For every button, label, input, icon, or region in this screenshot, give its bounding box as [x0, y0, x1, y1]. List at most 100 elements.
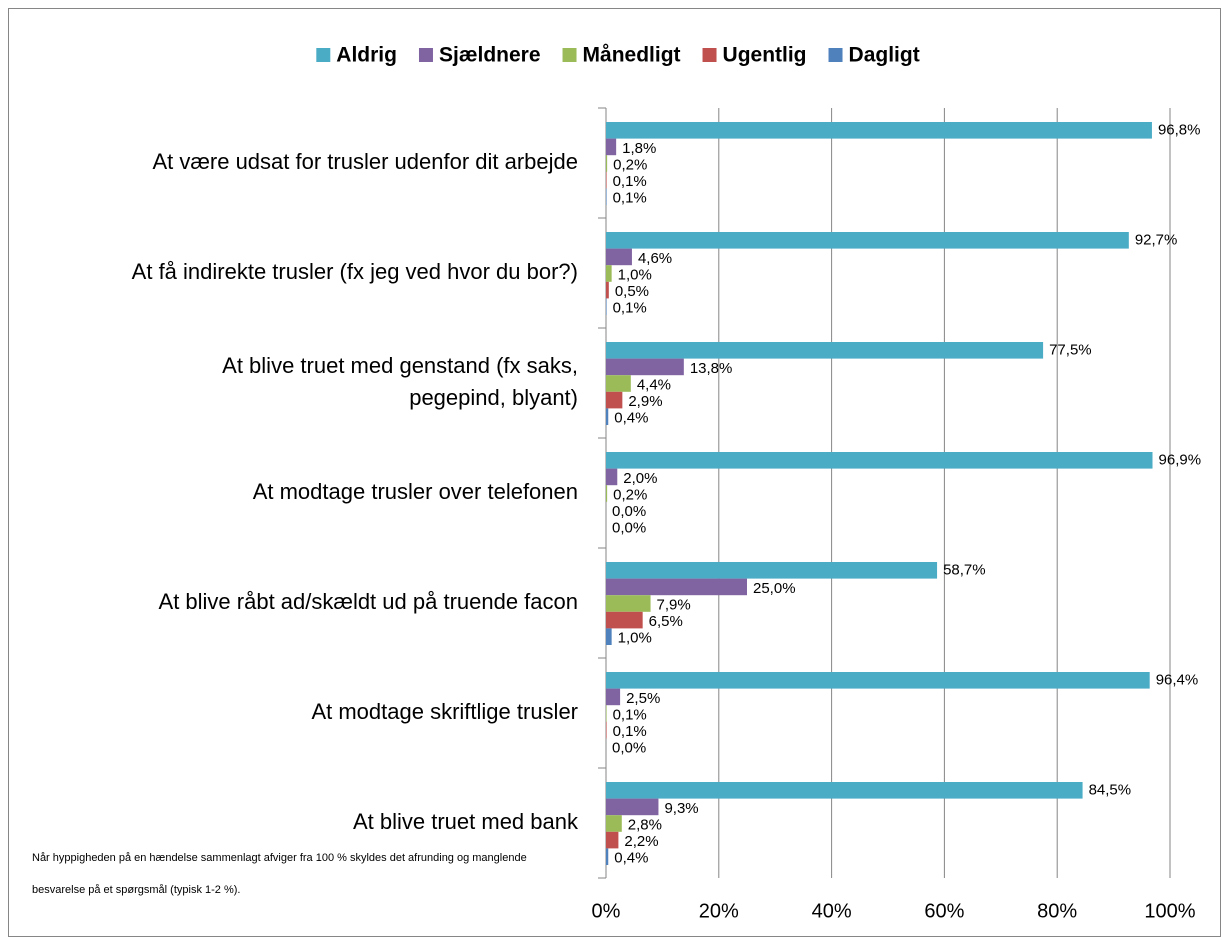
- category-label-line: At være udsat for trusler udenfor dit ar…: [152, 149, 578, 174]
- value-label: 0,0%: [612, 520, 646, 537]
- value-label: 0,1%: [613, 706, 647, 723]
- value-label: 0,4%: [614, 850, 648, 867]
- category-label: At modtage trusler over telefonen: [253, 479, 578, 504]
- bar: [606, 298, 607, 315]
- value-label: 7,9%: [657, 596, 691, 613]
- note-line: besvarelse på et spørgsmål (typisk 1-2 %…: [32, 884, 240, 896]
- bar: [606, 265, 612, 282]
- category-label-line: pegepind, blyant): [409, 385, 578, 410]
- category-label: At blive truet med bank: [353, 809, 579, 834]
- value-label: 2,0%: [623, 470, 657, 487]
- value-label: 13,8%: [690, 360, 733, 377]
- bar: [606, 595, 651, 612]
- value-label: 6,5%: [649, 613, 683, 630]
- x-tick-label: 20%: [699, 900, 739, 922]
- legend-label: Ugentlig: [723, 44, 807, 67]
- bar: [606, 485, 608, 502]
- value-label: 25,0%: [753, 580, 796, 597]
- legend-swatch: [828, 48, 843, 62]
- bar: [606, 815, 622, 832]
- x-tick-label: 100%: [1144, 900, 1195, 922]
- bar: [606, 611, 643, 629]
- value-label: 58,7%: [943, 561, 986, 578]
- x-tick-label: 40%: [812, 900, 852, 922]
- bar: [606, 138, 617, 156]
- legend-swatch: [418, 48, 433, 62]
- category-label: At være udsat for trusler udenfor dit ar…: [152, 149, 578, 174]
- category-label-line: At modtage trusler over telefonen: [253, 479, 578, 504]
- value-label: 2,9%: [628, 393, 662, 410]
- category-label-line: At få indirekte trusler (fx jeg ved hvor…: [132, 259, 578, 284]
- legend: Aldrig Sjældnere Månedligt Ugentlig Dagligt: [316, 44, 920, 67]
- legend-swatch: [702, 48, 717, 62]
- value-label: 0,0%: [612, 740, 646, 757]
- bar: [606, 562, 938, 579]
- bar: [606, 468, 618, 486]
- bar: [606, 248, 632, 266]
- legend-swatch: [562, 48, 577, 62]
- value-label: 2,2%: [624, 833, 658, 850]
- bar: [606, 578, 747, 596]
- value-label: 0,1%: [613, 300, 647, 317]
- value-label: 0,2%: [613, 486, 647, 503]
- bar: [606, 232, 1129, 249]
- note-line: Når hyppigheden på en hændelse sammenlag…: [32, 852, 527, 864]
- bar: [606, 391, 623, 409]
- legend-label: Månedligt: [583, 44, 681, 67]
- bar: [606, 375, 631, 392]
- bar: [606, 281, 609, 299]
- category-label-line: At modtage skriftlige trusler: [311, 699, 578, 724]
- value-label: 96,9%: [1159, 451, 1202, 468]
- value-label: 4,4%: [637, 376, 671, 393]
- legend-label: Aldrig: [336, 44, 397, 67]
- value-label: 0,4%: [614, 410, 648, 427]
- value-label: 0,2%: [613, 156, 647, 173]
- value-label: 2,5%: [626, 690, 660, 707]
- value-label: 1,0%: [618, 630, 652, 647]
- value-label: 1,8%: [622, 140, 656, 157]
- value-label: 9,3%: [664, 800, 698, 817]
- bar: [606, 155, 608, 172]
- category-label: At få indirekte trusler (fx jeg ved hvor…: [132, 259, 578, 284]
- value-label: 0,1%: [613, 190, 647, 207]
- bar: [606, 408, 609, 425]
- legend-label: Sjældnere: [439, 44, 541, 67]
- bar: [606, 705, 607, 722]
- value-label: 92,7%: [1135, 231, 1178, 248]
- value-label: 96,4%: [1156, 671, 1199, 688]
- bar: [606, 782, 1083, 799]
- value-label: 0,1%: [613, 173, 647, 190]
- bar: [606, 188, 607, 205]
- bar: [606, 848, 609, 865]
- value-label: 0,0%: [612, 503, 646, 520]
- x-tick-label: 60%: [924, 900, 964, 922]
- category-label: At modtage skriftlige trusler: [311, 699, 578, 724]
- value-label: 0,1%: [613, 723, 647, 740]
- category-label: At blive truet med genstand (fx saks, peg…: [222, 353, 578, 410]
- bar: [606, 171, 607, 189]
- bar: [606, 452, 1153, 469]
- value-label: 2,8%: [628, 816, 662, 833]
- value-label: 84,5%: [1089, 781, 1132, 798]
- bar: [606, 628, 612, 645]
- value-label: 0,5%: [615, 283, 649, 300]
- value-label: 96,8%: [1158, 121, 1201, 138]
- value-label: 77,5%: [1049, 341, 1092, 358]
- bar: [606, 122, 1152, 139]
- legend-label: Dagligt: [849, 44, 920, 67]
- value-label: 4,6%: [638, 250, 672, 267]
- bar: [606, 831, 619, 849]
- bar: [606, 798, 659, 816]
- category-label: At blive råbt ad/skældt ud på truende fa…: [159, 589, 578, 614]
- bar: [606, 358, 684, 376]
- x-tick-label: 80%: [1037, 900, 1077, 922]
- bar: [606, 672, 1150, 689]
- category-label-line: At blive truet med bank: [353, 809, 579, 834]
- category-label-line: At blive råbt ad/skældt ud på truende fa…: [159, 589, 578, 614]
- bar: [606, 721, 607, 739]
- value-label: 1,0%: [618, 266, 652, 283]
- bar: [606, 688, 621, 706]
- bar: [606, 342, 1044, 359]
- legend-swatch: [316, 48, 331, 62]
